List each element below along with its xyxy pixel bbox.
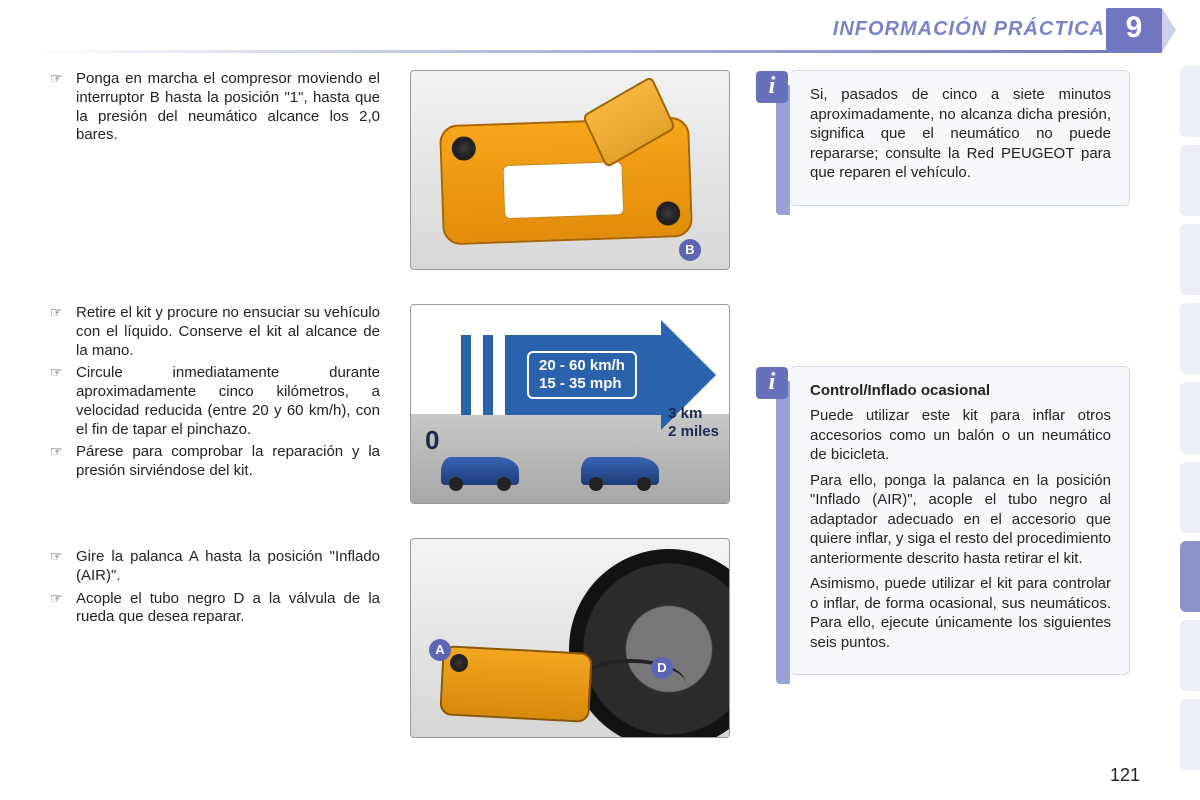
speed-kmh: 20 - 60 km/h bbox=[539, 357, 625, 375]
distance-miles: 2 miles bbox=[668, 423, 719, 441]
side-tab bbox=[1180, 145, 1200, 216]
figure-tyre: A D bbox=[410, 538, 730, 738]
instruction-text: Párese para comprobar la reparación y la… bbox=[76, 443, 380, 481]
section-title: INFORMACIÓN PRÁCTICA bbox=[833, 18, 1105, 41]
content-grid: ☞ Ponga en marcha el compresor moviendo … bbox=[50, 70, 1160, 770]
pointer-icon: ☞ bbox=[50, 443, 76, 461]
knob bbox=[451, 136, 476, 161]
instruction-text: Acople el tubo negro D a la válvula de l… bbox=[76, 590, 380, 628]
instruction-text: Circule inmediatamente durante aproximad… bbox=[76, 364, 380, 439]
pointer-icon: ☞ bbox=[50, 590, 76, 608]
pointer-icon: ☞ bbox=[50, 548, 76, 566]
info-icon: i bbox=[756, 367, 788, 399]
info-side-bar bbox=[776, 381, 790, 685]
instruction-item: ☞ Acople el tubo negro D a la válvula de… bbox=[50, 590, 380, 628]
car-icon bbox=[581, 457, 659, 485]
arrow-stripe bbox=[493, 335, 505, 415]
page-header: INFORMACIÓN PRÁCTICA 9 bbox=[0, 0, 1200, 48]
zero-label: 0 bbox=[425, 425, 439, 456]
side-tab bbox=[1180, 699, 1200, 770]
left-column: ☞ Ponga en marcha el compresor moviendo … bbox=[50, 70, 380, 772]
pointer-icon: ☞ bbox=[50, 364, 76, 382]
info-text: Control/Inflado ocasional Puede utilizar… bbox=[810, 381, 1111, 653]
side-tab bbox=[1180, 620, 1200, 691]
distance-km: 3 km bbox=[668, 405, 719, 423]
side-tab bbox=[1180, 462, 1200, 533]
arrow-stripe bbox=[471, 335, 483, 415]
center-column: B 20 - 60 km/h 15 - 35 mph 0 3 km 2 mile… bbox=[410, 70, 740, 772]
instruction-text: Gire la palanca A hasta la posición "Inf… bbox=[76, 548, 380, 586]
knob bbox=[656, 201, 681, 226]
spacer bbox=[790, 246, 1130, 366]
side-tab bbox=[1180, 66, 1200, 137]
info-icon: i bbox=[756, 71, 788, 103]
marker-a: A bbox=[429, 639, 451, 661]
figure-compressor: B bbox=[410, 70, 730, 270]
side-tab bbox=[1180, 224, 1200, 295]
instruction-text: Retire el kit y procure no ensuciar su v… bbox=[76, 304, 380, 360]
instruction-item: ☞ Ponga en marcha el compresor moviendo … bbox=[50, 70, 380, 145]
info-text: Si, pasados de cinco a siete minutos apr… bbox=[810, 85, 1111, 183]
label-panel bbox=[502, 161, 624, 219]
speed-range-box: 20 - 60 km/h 15 - 35 mph bbox=[527, 351, 637, 399]
instruction-text: Ponga en marcha el compresor moviendo el… bbox=[76, 70, 380, 145]
pointer-icon: ☞ bbox=[50, 70, 76, 88]
figure-speed: 20 - 60 km/h 15 - 35 mph 0 3 km 2 miles bbox=[410, 304, 730, 504]
side-tab bbox=[1180, 382, 1200, 453]
distance-label: 3 km 2 miles bbox=[668, 405, 719, 441]
info-paragraph: Asimismo, puede utilizar el kit para con… bbox=[810, 574, 1111, 652]
right-column: i Si, pasados de cinco a siete minutos a… bbox=[770, 70, 1130, 772]
info-paragraph: Si, pasados de cinco a siete minutos apr… bbox=[810, 85, 1111, 183]
instruction-block-1: ☞ Ponga en marcha el compresor moviendo … bbox=[50, 70, 380, 270]
instruction-block-3: ☞ Gire la palanca A hasta la posición "I… bbox=[50, 548, 380, 627]
info-box-warning: i Si, pasados de cinco a siete minutos a… bbox=[790, 70, 1130, 206]
chapter-number-box: 9 bbox=[1106, 8, 1162, 52]
compressor-small bbox=[439, 645, 592, 723]
pointer-icon: ☞ bbox=[50, 304, 76, 322]
info-paragraph: Para ello, ponga la palanca en la posici… bbox=[810, 471, 1111, 569]
instruction-item: ☞ Circule inmediatamente durante aproxim… bbox=[50, 364, 380, 439]
side-tab bbox=[1180, 303, 1200, 374]
page-number: 121 bbox=[1110, 765, 1140, 786]
car-icon bbox=[441, 457, 519, 485]
info-title: Control/Inflado ocasional bbox=[810, 381, 1111, 401]
marker-d: D bbox=[651, 657, 673, 679]
instruction-item: ☞ Párese para comprobar la reparación y … bbox=[50, 443, 380, 481]
info-box-control: i Control/Inflado ocasional Puede utiliz… bbox=[790, 366, 1130, 676]
speed-arrow: 20 - 60 km/h 15 - 35 mph bbox=[461, 335, 661, 415]
side-tab-active bbox=[1180, 541, 1200, 612]
marker-b: B bbox=[679, 239, 701, 261]
knob bbox=[450, 654, 469, 673]
side-tabs bbox=[1180, 66, 1200, 770]
speed-mph: 15 - 35 mph bbox=[539, 375, 625, 393]
instruction-item: ☞ Gire la palanca A hasta la posición "I… bbox=[50, 548, 380, 586]
info-side-bar bbox=[776, 85, 790, 215]
tyre bbox=[569, 549, 730, 738]
instruction-item: ☞ Retire el kit y procure no ensuciar su… bbox=[50, 304, 380, 360]
info-paragraph: Puede utilizar este kit para inflar otro… bbox=[810, 406, 1111, 465]
header-divider bbox=[30, 50, 1162, 53]
instruction-block-2: ☞ Retire el kit y procure no ensuciar su… bbox=[50, 304, 380, 514]
